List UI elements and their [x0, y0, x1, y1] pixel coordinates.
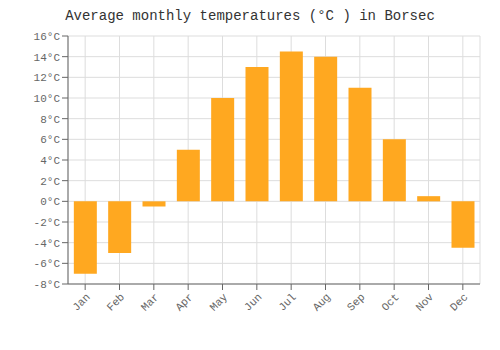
svg-text:4°C: 4°C — [40, 155, 60, 167]
svg-text:12°C: 12°C — [34, 72, 61, 84]
svg-text:-8°C: -8°C — [34, 279, 61, 291]
svg-text:Sep: Sep — [345, 291, 367, 313]
svg-text:8°C: 8°C — [40, 114, 60, 126]
svg-text:Jun: Jun — [242, 291, 264, 313]
svg-text:2°C: 2°C — [40, 176, 60, 188]
svg-text:Apr: Apr — [173, 291, 195, 313]
html-text:Average monthly temperatures (: Average monthly temperatures (°C ) in Bo… — [65, 8, 435, 24]
svg-text:-6°C: -6°C — [34, 258, 61, 270]
svg-text:0°C: 0°C — [40, 196, 60, 208]
svg-text:16°C: 16°C — [34, 31, 61, 43]
svg-text:6°C: 6°C — [40, 134, 60, 146]
svg-text:-4°C: -4°C — [34, 238, 61, 250]
svg-text:10°C: 10°C — [34, 93, 61, 105]
svg-text:14°C: 14°C — [34, 52, 61, 64]
svg-text:-2°C: -2°C — [34, 217, 61, 229]
svg-text:May: May — [208, 291, 231, 314]
svg-text:Aug: Aug — [311, 291, 333, 313]
svg-text:Jul: Jul — [276, 291, 298, 313]
svg-text:Oct: Oct — [379, 291, 401, 313]
svg-text:Feb: Feb — [105, 291, 127, 313]
svg-text:Jan: Jan — [70, 291, 92, 313]
svg-text:Nov: Nov — [414, 291, 437, 314]
svg-text:Dec: Dec — [448, 291, 470, 313]
svg-text:Mar: Mar — [139, 291, 161, 313]
